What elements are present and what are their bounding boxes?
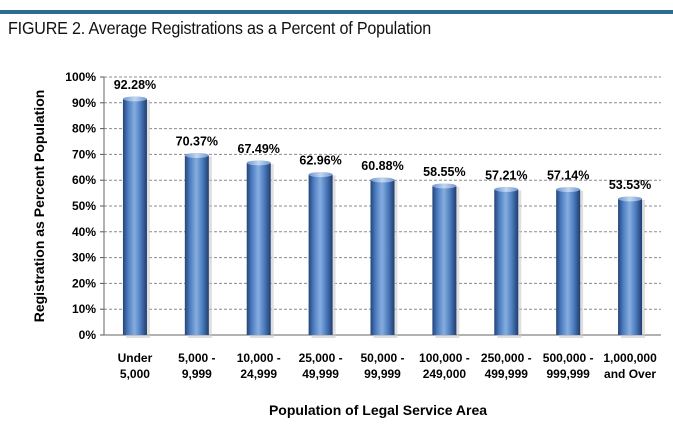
bar	[618, 196, 646, 338]
data-label: 57.14%	[547, 169, 589, 183]
bar-body	[494, 189, 519, 335]
bar	[370, 177, 398, 338]
figure-title: FIGURE 2. Average Registrations as a Per…	[8, 18, 432, 38]
y-tick-label: 20%	[72, 276, 96, 290]
x-tick-label: 999,999	[546, 367, 590, 381]
x-tick-label: 50,000 -	[360, 351, 404, 365]
bar	[556, 187, 584, 338]
data-label: 70.37%	[176, 134, 218, 148]
y-tick-label: 50%	[72, 199, 96, 213]
x-tick-label: 9,999	[182, 367, 212, 381]
x-tick-label: 25,000 -	[299, 351, 343, 365]
x-tick-label: 5,000	[120, 367, 150, 381]
bar-body	[184, 155, 209, 335]
data-label: 67.49%	[238, 142, 280, 156]
x-axis-label: Population of Legal Service Area	[269, 402, 487, 418]
x-tick-label: 99,999	[364, 367, 401, 381]
data-label: 57.21%	[485, 168, 527, 182]
bar-body	[556, 189, 581, 335]
x-tick-label: 24,999	[240, 367, 277, 381]
y-tick-label: 90%	[72, 96, 96, 110]
top-rule	[0, 10, 673, 14]
y-tick-label: 30%	[72, 251, 96, 265]
data-label: 58.55%	[423, 165, 465, 179]
data-label: 62.96%	[299, 154, 341, 168]
bar-body	[246, 162, 271, 335]
bar-body	[618, 198, 643, 335]
bar-body	[308, 174, 333, 335]
bar	[432, 183, 460, 338]
x-tick-label: 10,000 -	[237, 351, 281, 365]
x-tick-label: 249,000	[423, 367, 467, 381]
bar-cap	[246, 160, 271, 166]
x-tick-label: 499,999	[485, 367, 529, 381]
y-tick-label: 70%	[72, 147, 96, 161]
x-tick-label: 500,000 -	[543, 351, 594, 365]
bars	[122, 96, 646, 338]
bar-cap	[370, 177, 395, 183]
bar-cap	[494, 186, 519, 192]
x-tick-label: Under	[118, 351, 153, 365]
bar-body	[122, 98, 147, 335]
bar-body	[370, 179, 395, 335]
bar	[122, 96, 150, 338]
x-tick-label: 250,000 -	[481, 351, 532, 365]
bar-cap	[122, 96, 147, 102]
y-axis-label: Registration as Percent Population	[31, 90, 47, 323]
y-tick-label: 0%	[79, 328, 97, 342]
data-label: 53.53%	[609, 178, 651, 192]
x-tick-label: 5,000 -	[178, 351, 215, 365]
bar-cap	[308, 172, 333, 178]
bar	[246, 160, 274, 338]
data-label: 92.28%	[114, 78, 156, 92]
bar-cap	[556, 187, 581, 193]
y-tick-label: 60%	[72, 173, 96, 187]
bar-cap	[618, 196, 643, 202]
bar	[184, 152, 212, 338]
bar-cap	[184, 152, 209, 158]
y-tick-label: 100%	[65, 70, 96, 84]
data-label: 60.88%	[361, 159, 403, 173]
bar	[494, 186, 522, 338]
y-tick-label: 80%	[72, 122, 96, 136]
x-tick-label: 49,999	[302, 367, 339, 381]
bar-cap	[432, 183, 457, 189]
bar	[308, 172, 336, 338]
x-tick-label: 1,000,000	[603, 351, 657, 365]
y-tick-label: 40%	[72, 225, 96, 239]
y-tick-label: 10%	[72, 302, 96, 316]
data-labels: 92.28% Under 5,000 70.37% 5,000 - 9,999 67.49%…	[114, 78, 657, 381]
x-tick-label: 100,000 -	[419, 351, 470, 365]
x-tick-label: and Over	[604, 367, 656, 381]
bar-body	[432, 185, 457, 335]
